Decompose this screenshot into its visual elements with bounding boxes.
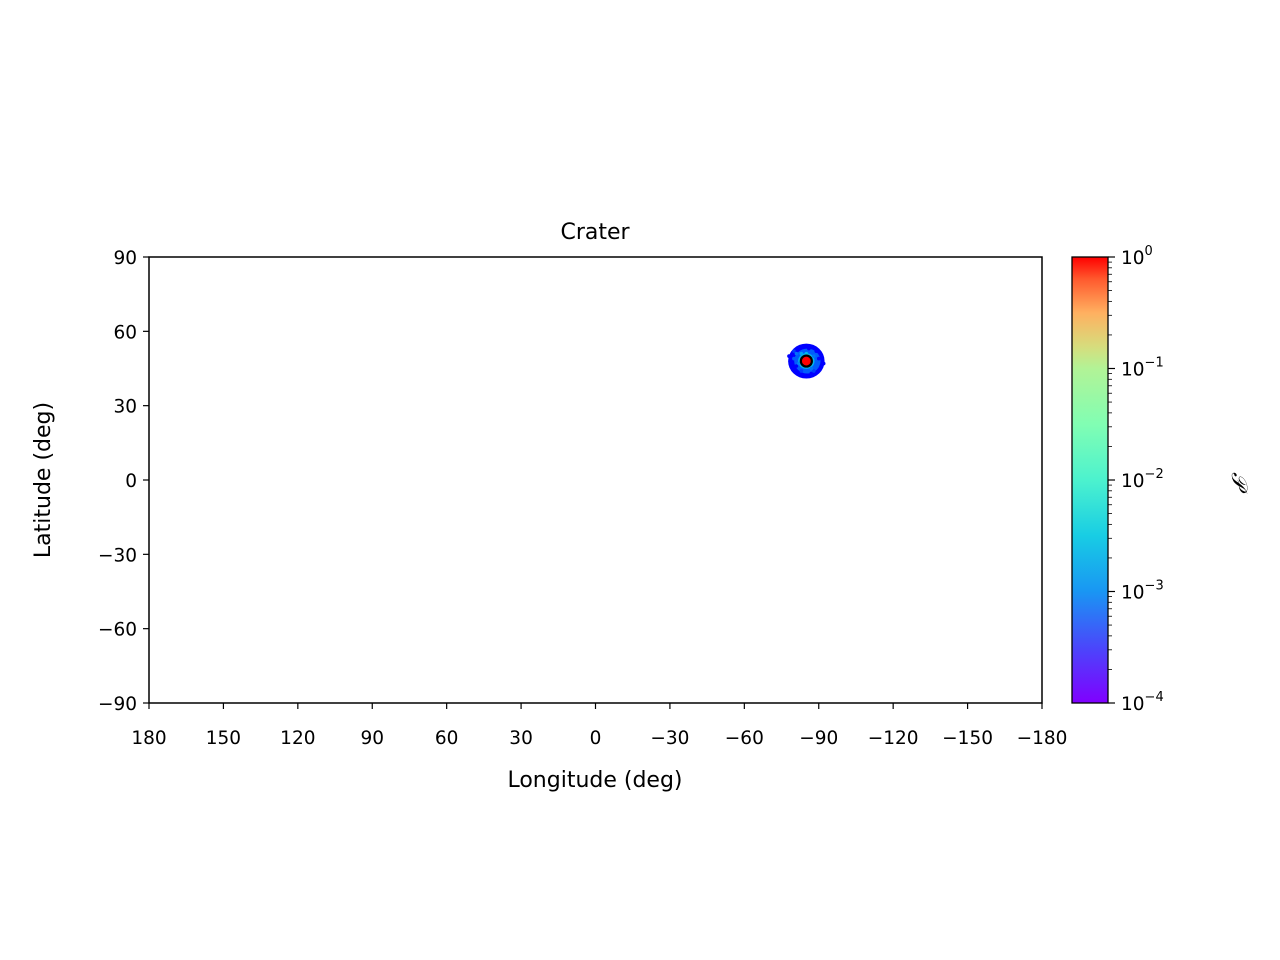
y-tick-label: 90 — [113, 248, 137, 269]
x-tick-label: −90 — [799, 728, 838, 749]
chart-title: Crater — [560, 220, 630, 245]
colorbar-tick-label: 10−2 — [1121, 467, 1164, 492]
y-axis-label: Latitude (deg) — [31, 402, 56, 558]
probability-point — [797, 361, 801, 366]
colorbar-axis: 100 10−1 10−2 10−3 10−4 — [1108, 244, 1164, 715]
scatter-points — [787, 343, 826, 379]
crater-location-marker — [799, 354, 813, 368]
y-tick-label: −30 — [98, 545, 137, 566]
colorbar-tick-label: 10−3 — [1121, 579, 1164, 604]
probability-point — [792, 356, 796, 361]
probability-point — [789, 359, 794, 363]
probability-point — [794, 364, 799, 368]
colorbar — [1071, 256, 1109, 704]
x-tick-label: −60 — [725, 728, 764, 749]
x-tick-label: 180 — [131, 728, 166, 749]
y-tick-label: 60 — [113, 322, 137, 343]
y-tick-label: 0 — [125, 471, 137, 492]
x-tick-label: 90 — [360, 728, 384, 749]
probability-point — [794, 351, 799, 356]
probability-point — [799, 351, 804, 356]
probability-point — [811, 369, 816, 373]
x-tick-label: −30 — [650, 728, 689, 749]
x-tick-label: 60 — [435, 728, 459, 749]
x-tick-label: −150 — [942, 728, 993, 749]
probability-point — [814, 349, 819, 353]
probability-point — [797, 346, 801, 351]
probability-point — [816, 356, 821, 361]
colorbar-tick-label: 10−1 — [1121, 356, 1164, 381]
y-tick-label: −60 — [98, 620, 137, 641]
probability-point — [799, 369, 804, 373]
probability-point — [802, 344, 806, 349]
colorbar-tick-label: 10−4 — [1121, 690, 1164, 715]
x-tick-label: 30 — [509, 728, 533, 749]
probability-point — [807, 346, 811, 351]
probability-point — [811, 354, 816, 358]
x-tick-label: 120 — [280, 728, 315, 749]
y-tick-label: 30 — [113, 397, 137, 418]
x-axis-label: Longitude (deg) — [507, 768, 682, 793]
probability-point — [809, 366, 814, 371]
y-tick-label: −90 — [98, 694, 137, 715]
y-axis: 90 60 30 0 −30 −60 −90 — [98, 248, 149, 715]
probability-point — [809, 371, 814, 376]
colorbar-tick-label: 100 — [1121, 244, 1153, 269]
x-tick-label: −180 — [1017, 728, 1068, 749]
x-tick-label: −120 — [868, 728, 919, 749]
x-tick-label: 0 — [590, 728, 602, 749]
x-tick-label: 150 — [206, 728, 241, 749]
colorbar-label: 𝒫 — [1226, 472, 1251, 494]
probability-point — [792, 349, 796, 353]
plot-frame — [148, 256, 1043, 704]
x-axis: 180 150 120 90 60 30 0 −30 −60 −90 −120 −150 −180 — [131, 703, 1067, 749]
probability-point — [819, 364, 824, 368]
probability-point — [814, 361, 819, 366]
probability-point — [821, 361, 826, 366]
probability-point — [787, 354, 791, 358]
